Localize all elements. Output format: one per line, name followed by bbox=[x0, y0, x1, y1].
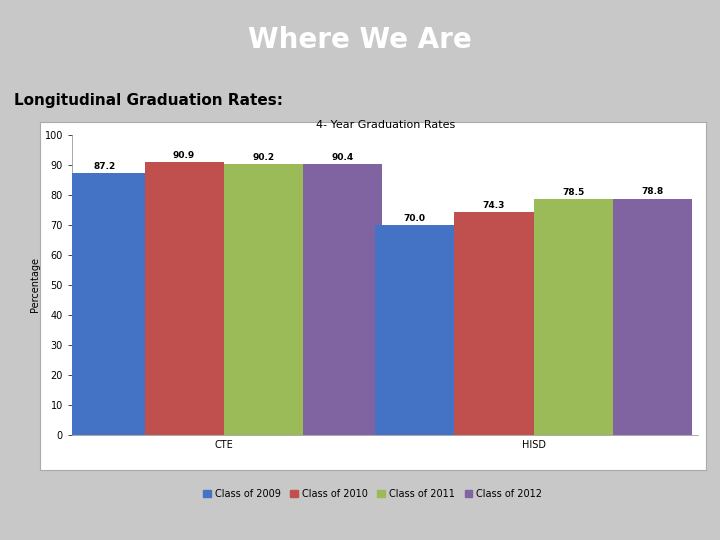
Text: 78.5: 78.5 bbox=[562, 188, 584, 197]
Bar bbox=[613, 199, 692, 435]
Text: 90.2: 90.2 bbox=[252, 153, 274, 163]
Text: 90.9: 90.9 bbox=[173, 151, 195, 160]
Bar bbox=[534, 199, 613, 435]
Bar bbox=[303, 164, 382, 435]
Legend: Class of 2009, Class of 2010, Class of 2011, Class of 2012: Class of 2009, Class of 2010, Class of 2… bbox=[199, 485, 546, 503]
Bar bbox=[375, 225, 454, 435]
Text: 74.3: 74.3 bbox=[483, 201, 505, 210]
Text: Where We Are: Where We Are bbox=[248, 26, 472, 54]
Text: 90.4: 90.4 bbox=[331, 153, 354, 161]
Bar bbox=[145, 163, 224, 435]
Text: 70.0: 70.0 bbox=[404, 214, 426, 223]
Bar bbox=[224, 164, 303, 435]
Title: 4- Year Graduation Rates: 4- Year Graduation Rates bbox=[315, 120, 455, 130]
Y-axis label: Percentage: Percentage bbox=[30, 258, 40, 312]
Bar bbox=[454, 212, 534, 435]
Text: Longitudinal Graduation Rates:: Longitudinal Graduation Rates: bbox=[14, 93, 283, 108]
Bar bbox=[66, 173, 145, 435]
Text: 87.2: 87.2 bbox=[94, 162, 116, 171]
Text: 78.8: 78.8 bbox=[641, 187, 663, 197]
